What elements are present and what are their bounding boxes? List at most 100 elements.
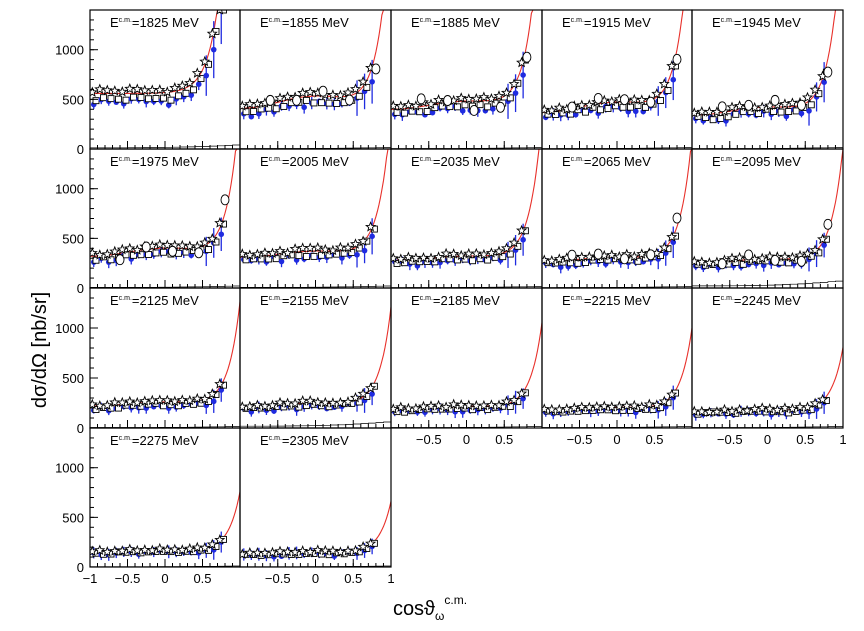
star-data-point — [94, 544, 106, 555]
star-data-point — [546, 254, 558, 266]
energy-label-superscript: c.m. — [269, 435, 282, 442]
square-data-point — [295, 252, 303, 260]
energy-label-value: =2005 MeV — [282, 154, 349, 169]
blue-data-point — [218, 231, 225, 238]
energy-label-prefix: E — [110, 15, 119, 30]
star-data-point — [516, 387, 528, 399]
star-data-point — [395, 253, 407, 265]
star-data-point — [817, 393, 829, 405]
circle-data-point — [770, 254, 780, 266]
star-data-point — [756, 252, 768, 264]
x-axis-title-superscript: c.m. — [444, 593, 467, 607]
square-data-point — [597, 106, 604, 114]
circle-data-point — [717, 101, 727, 113]
energy-label-superscript: c.m. — [420, 295, 433, 302]
square-data-point — [310, 252, 318, 260]
star-data-point — [101, 248, 113, 260]
star-data-point — [636, 401, 648, 412]
star-data-point — [124, 395, 136, 407]
x-tick-label: 0 — [613, 432, 620, 447]
y-tick-label: 1000 — [55, 43, 84, 58]
star-data-point — [553, 101, 565, 113]
panel-plot-area — [240, 10, 391, 149]
energy-label-superscript: c.m. — [721, 156, 734, 163]
star-data-point — [312, 544, 324, 555]
circle-data-point — [567, 249, 577, 261]
blue-data-point — [354, 251, 360, 258]
blue-data-point — [369, 391, 375, 397]
star-data-point — [779, 402, 791, 413]
circle-data-point — [744, 99, 754, 111]
y-tick-label: 500 — [62, 371, 84, 386]
panel-1915: Ec.m.=1915 MeV — [541, 9, 693, 150]
energy-label: Ec.m.=1825 MeV — [110, 15, 199, 30]
star-data-point — [304, 394, 316, 406]
square-data-point — [514, 242, 522, 250]
star-data-point — [726, 101, 738, 112]
star-data-point — [425, 252, 437, 263]
circle-data-point — [318, 85, 328, 97]
panel-plot-area — [240, 306, 391, 428]
circle-data-point — [646, 249, 656, 261]
x-tick-label: −0.5 — [416, 432, 442, 447]
square-data-point — [461, 255, 469, 263]
energy-label-value: =1855 MeV — [282, 15, 349, 30]
star-data-point — [282, 91, 294, 102]
x-tick-label: 1 — [839, 432, 846, 447]
star-data-point — [274, 92, 286, 103]
energy-label: Ec.m.=2095 MeV — [712, 154, 801, 169]
y-tick-label: 0 — [77, 142, 84, 157]
energy-label: Ec.m.=1945 MeV — [712, 15, 801, 30]
panel-2095: Ec.m.=2095 MeV — [691, 148, 844, 289]
star-data-point — [259, 247, 271, 258]
panel-plot-area — [90, 301, 240, 428]
square-data-point — [318, 99, 325, 107]
syst-error-histogram — [90, 144, 240, 149]
energy-label-prefix: E — [562, 15, 571, 30]
star-data-point — [214, 378, 226, 389]
star-data-point — [259, 400, 271, 411]
star-data-point — [741, 404, 753, 416]
square-data-point — [265, 255, 273, 263]
square-data-point — [272, 255, 280, 263]
star-data-point — [365, 221, 377, 232]
square-data-point — [582, 108, 589, 116]
star-data-point — [124, 242, 136, 254]
square-data-point — [137, 402, 145, 410]
square-data-point — [333, 100, 341, 107]
square-data-point — [393, 260, 401, 267]
star-data-point — [606, 95, 618, 107]
blue-data-point — [278, 258, 285, 265]
star-data-point — [206, 388, 218, 399]
star-data-point — [651, 399, 663, 410]
energy-label-value: =1975 MeV — [132, 154, 199, 169]
panel-plot-area — [90, 10, 240, 149]
star-data-point — [327, 89, 339, 100]
square-data-point — [160, 94, 167, 102]
energy-label: Ec.m.=2185 MeV — [411, 293, 500, 308]
panel-frame — [239, 148, 392, 289]
star-data-point — [692, 255, 700, 267]
panel-2275: 0 500 1000 Ec.m.=2275 MeV −1 −0.5 0 0.5 — [55, 427, 241, 586]
energy-label: Ec.m.=1885 MeV — [411, 15, 500, 30]
panel-plot-area — [692, 10, 843, 149]
square-data-point — [453, 103, 461, 111]
energy-label: Ec.m.=2275 MeV — [110, 433, 199, 448]
circle-data-point — [496, 101, 505, 113]
energy-label-value: =2215 MeV — [584, 293, 651, 308]
blue-data-point — [210, 46, 217, 53]
star-data-point — [161, 86, 173, 97]
energy-label-superscript: c.m. — [269, 295, 282, 302]
blue-data-point — [248, 113, 255, 120]
star-data-point — [266, 247, 278, 258]
square-data-point — [92, 97, 100, 105]
energy-label-prefix: E — [260, 433, 269, 448]
square-data-point — [220, 10, 227, 14]
circle-data-point — [443, 95, 453, 106]
star-data-point — [244, 400, 256, 412]
square-data-point — [627, 406, 634, 414]
energy-label-prefix: E — [110, 433, 119, 448]
y-tick-label: 500 — [62, 231, 84, 246]
star-data-point — [425, 98, 437, 109]
y-tick-label: 0 — [77, 421, 84, 436]
